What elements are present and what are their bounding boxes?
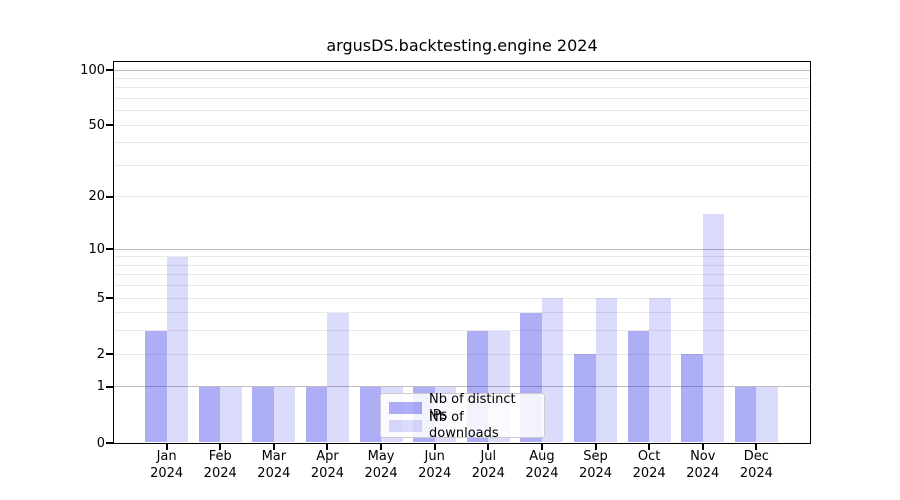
y-tick-label-100: 100 xyxy=(80,62,105,78)
bar-oct-downloads xyxy=(649,298,671,442)
gridline-minor-90 xyxy=(114,77,810,79)
y-tick-label-10: 10 xyxy=(88,241,105,257)
bar-sep-downloads xyxy=(595,298,618,442)
gridline-minor-8 xyxy=(114,264,810,266)
y-tick-2 xyxy=(106,353,113,356)
y-tick-10 xyxy=(106,248,113,251)
x-tick-label-sep: Sep 2024 xyxy=(578,449,613,481)
gridline-minor-20 xyxy=(114,196,810,198)
x-tick-jun xyxy=(433,444,436,450)
bar-jan-distinct-ips xyxy=(145,330,167,442)
bar-oct-distinct-ips xyxy=(627,330,650,442)
x-tick-jul xyxy=(487,444,490,450)
bar-feb-downloads xyxy=(220,386,242,442)
x-tick-oct xyxy=(648,444,651,450)
bar-feb-distinct-ips xyxy=(198,386,221,442)
gridline-minor-30 xyxy=(114,164,810,166)
chart-title: argusDS.backtesting.engine 2024 xyxy=(326,36,598,55)
gridline-minor-4 xyxy=(114,312,810,314)
gridline-major-100 xyxy=(114,69,810,71)
legend-swatch-downloads xyxy=(389,419,422,432)
y-tick-1 xyxy=(106,385,113,388)
x-tick-label-feb: Feb 2024 xyxy=(203,449,237,481)
x-tick-label-apr: Apr 2024 xyxy=(310,449,344,481)
bar-jan-downloads xyxy=(166,256,189,442)
legend: Nb of distinct IPs Nb of downloads xyxy=(380,392,545,441)
x-tick-jan xyxy=(165,444,168,450)
gridline-minor-70 xyxy=(114,97,810,99)
bar-mar-distinct-ips xyxy=(252,386,274,442)
y-tick-label-20: 20 xyxy=(88,189,105,205)
y-tick-0 xyxy=(106,442,113,444)
x-tick-may xyxy=(380,444,383,450)
x-tick-label-dec: Dec 2024 xyxy=(739,449,773,481)
legend-label-distinct-ips: Nb of distinct IPs xyxy=(429,391,516,423)
x-tick-dec xyxy=(755,444,758,450)
bar-apr-downloads xyxy=(327,312,349,442)
x-tick-label-mar: Mar 2024 xyxy=(257,449,291,481)
gridline-major-10 xyxy=(114,248,810,250)
y-tick-label-0: 0 xyxy=(96,435,105,451)
gridline-major-1 xyxy=(114,386,810,388)
bar-dec-downloads xyxy=(756,386,778,442)
legend-swatch-distinct-ips xyxy=(389,401,422,414)
plot-area xyxy=(113,61,811,444)
bar-dec-distinct-ips xyxy=(734,386,757,442)
x-tick-label-jan: Jan 2024 xyxy=(150,449,184,481)
gridline-minor-50 xyxy=(114,124,810,126)
gridline-minor-80 xyxy=(114,87,810,89)
y-tick-label-50: 50 xyxy=(88,117,105,133)
gridline-minor-3 xyxy=(114,330,810,332)
x-tick-label-jul: Jul 2024 xyxy=(471,449,505,481)
y-tick-label-1: 1 xyxy=(96,379,105,395)
x-tick-mar xyxy=(272,444,275,450)
gridline-minor-40 xyxy=(114,142,810,144)
y-tick-5 xyxy=(106,297,113,300)
x-tick-nov xyxy=(701,444,704,450)
bar-may-distinct-ips xyxy=(359,386,382,442)
gridline-minor-9 xyxy=(114,256,810,258)
bar-nov-downloads xyxy=(702,214,725,442)
x-tick-label-oct: Oct 2024 xyxy=(632,449,666,481)
x-tick-label-nov: Nov 2024 xyxy=(686,449,720,481)
legend-label-downloads: Nb of downloads xyxy=(429,409,499,441)
y-tick-20 xyxy=(106,195,113,198)
bar-mar-downloads xyxy=(273,386,296,442)
bar-apr-distinct-ips xyxy=(305,386,328,442)
y-tick-label-2: 2 xyxy=(96,346,105,362)
bar-sep-distinct-ips xyxy=(574,354,596,442)
x-tick-label-jun: Jun 2024 xyxy=(418,449,452,481)
x-tick-aug xyxy=(540,444,543,450)
x-tick-apr xyxy=(326,444,329,450)
x-tick-sep xyxy=(594,444,597,450)
bar-aug-downloads xyxy=(541,298,564,442)
y-tick-50 xyxy=(106,124,113,127)
x-tick-label-aug: Aug 2024 xyxy=(525,449,559,481)
gridline-minor-60 xyxy=(114,110,810,112)
gridline-minor-6 xyxy=(114,285,810,287)
legend-item-downloads: Nb of downloads xyxy=(389,410,536,441)
gridline-minor-5 xyxy=(114,297,810,299)
x-tick-label-may: May 2024 xyxy=(364,449,398,481)
x-tick-feb xyxy=(219,444,222,450)
y-tick-100 xyxy=(106,69,113,71)
gridline-minor-7 xyxy=(114,274,810,276)
gridline-minor-2 xyxy=(114,353,810,355)
legend-item-distinct-ips: Nb of distinct IPs xyxy=(389,392,536,423)
bar-nov-distinct-ips xyxy=(681,354,703,442)
y-tick-label-5: 5 xyxy=(96,290,105,306)
